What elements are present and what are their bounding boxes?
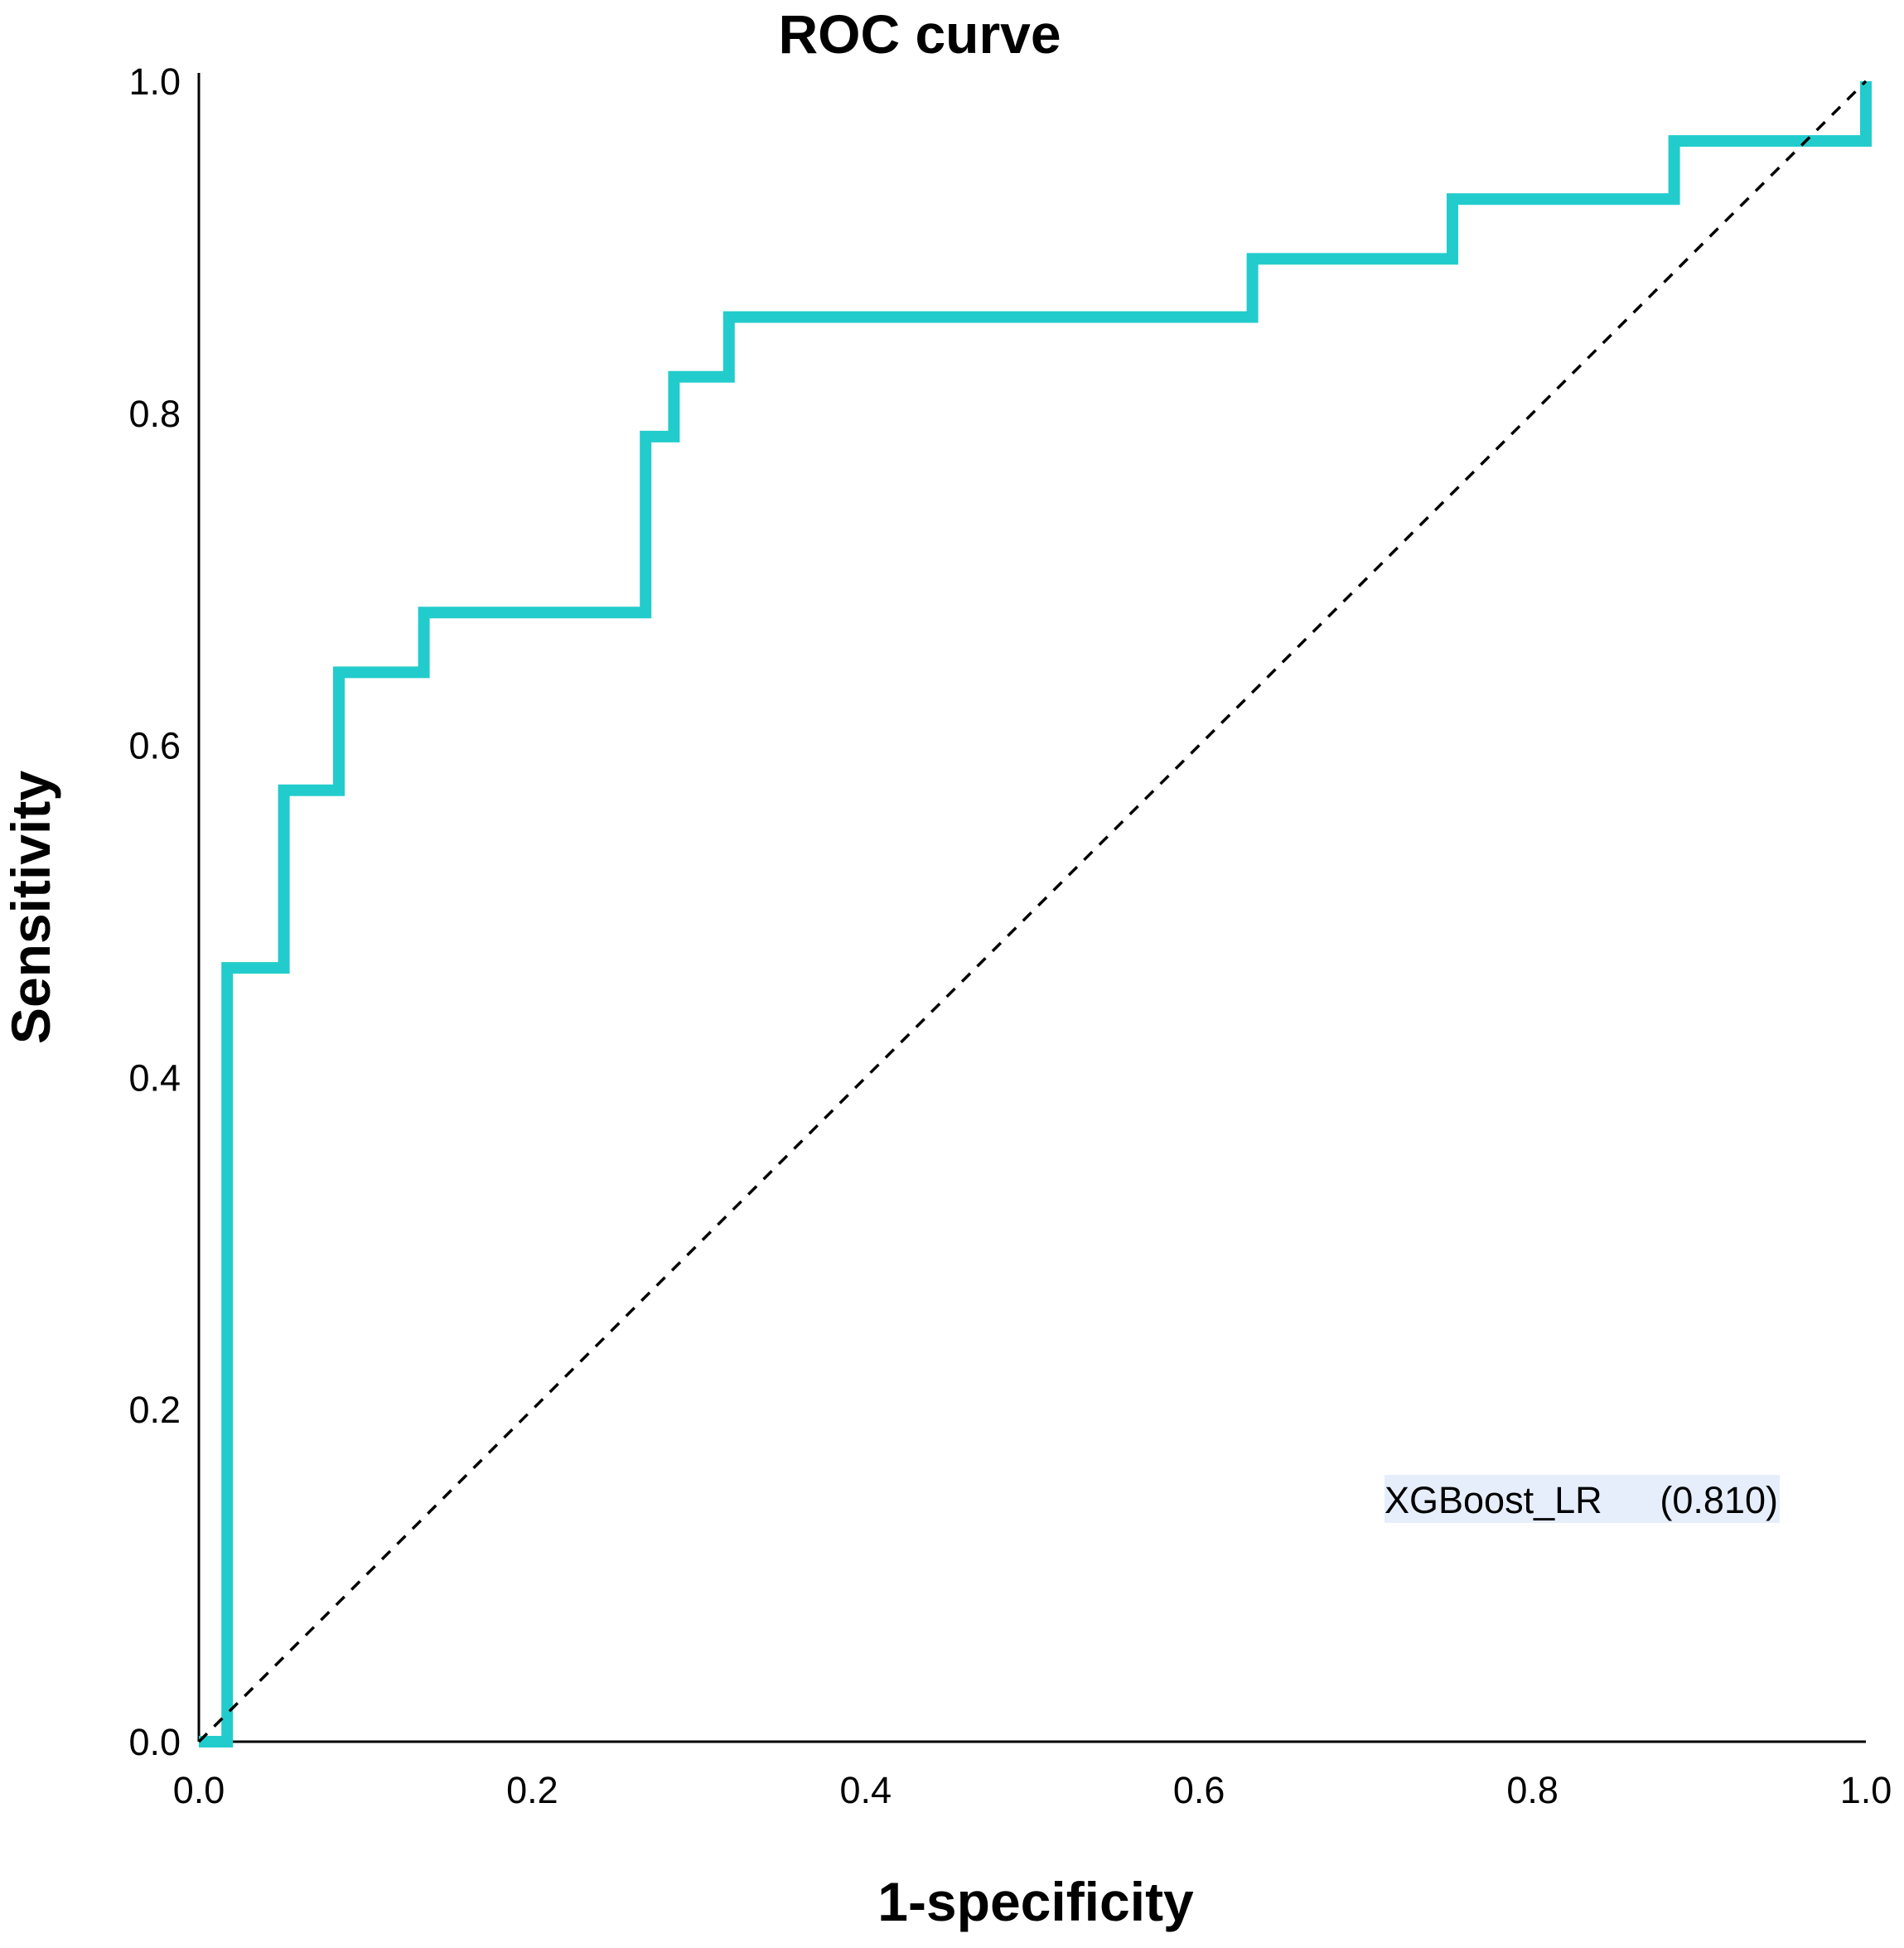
x-axis-title: 1-specificity bbox=[877, 1871, 1194, 1932]
x-tick-label: 0.0 bbox=[173, 1769, 225, 1811]
legend-auc: (0.810) bbox=[1660, 1479, 1778, 1521]
x-tick-label: 0.4 bbox=[840, 1769, 892, 1811]
x-tick-label: 1.0 bbox=[1840, 1769, 1892, 1811]
x-tick-label: 0.2 bbox=[506, 1769, 558, 1811]
x-tick-labels: 0.0 0.2 0.4 0.6 0.8 1.0 bbox=[173, 1769, 1892, 1811]
y-tick-label: 0.4 bbox=[128, 1056, 181, 1099]
reference-diagonal-line bbox=[197, 80, 1868, 1743]
y-tick-labels: 0.0 0.2 0.4 0.6 0.8 1.0 bbox=[128, 60, 181, 1763]
plot-area bbox=[197, 80, 1872, 1747]
axes bbox=[197, 73, 1866, 1743]
y-tick-label: 0.2 bbox=[128, 1389, 181, 1431]
legend-background bbox=[1385, 1475, 1780, 1523]
chart-title: ROC curve bbox=[778, 3, 1061, 65]
x-tick-label: 0.8 bbox=[1506, 1769, 1558, 1811]
legend: XGBoost_LR (0.810) bbox=[1385, 1475, 1780, 1523]
y-tick-label: 0.8 bbox=[128, 393, 181, 435]
x-tick-label: 0.6 bbox=[1173, 1769, 1225, 1811]
roc-curve-xgboost-lr bbox=[199, 81, 1872, 1747]
legend-label: XGBoost_LR bbox=[1385, 1479, 1602, 1521]
y-tick-label: 1.0 bbox=[128, 60, 181, 103]
y-axis-title: Sensitivity bbox=[0, 771, 61, 1044]
y-tick-label: 0.0 bbox=[128, 1721, 181, 1763]
y-tick-label: 0.6 bbox=[128, 725, 181, 767]
